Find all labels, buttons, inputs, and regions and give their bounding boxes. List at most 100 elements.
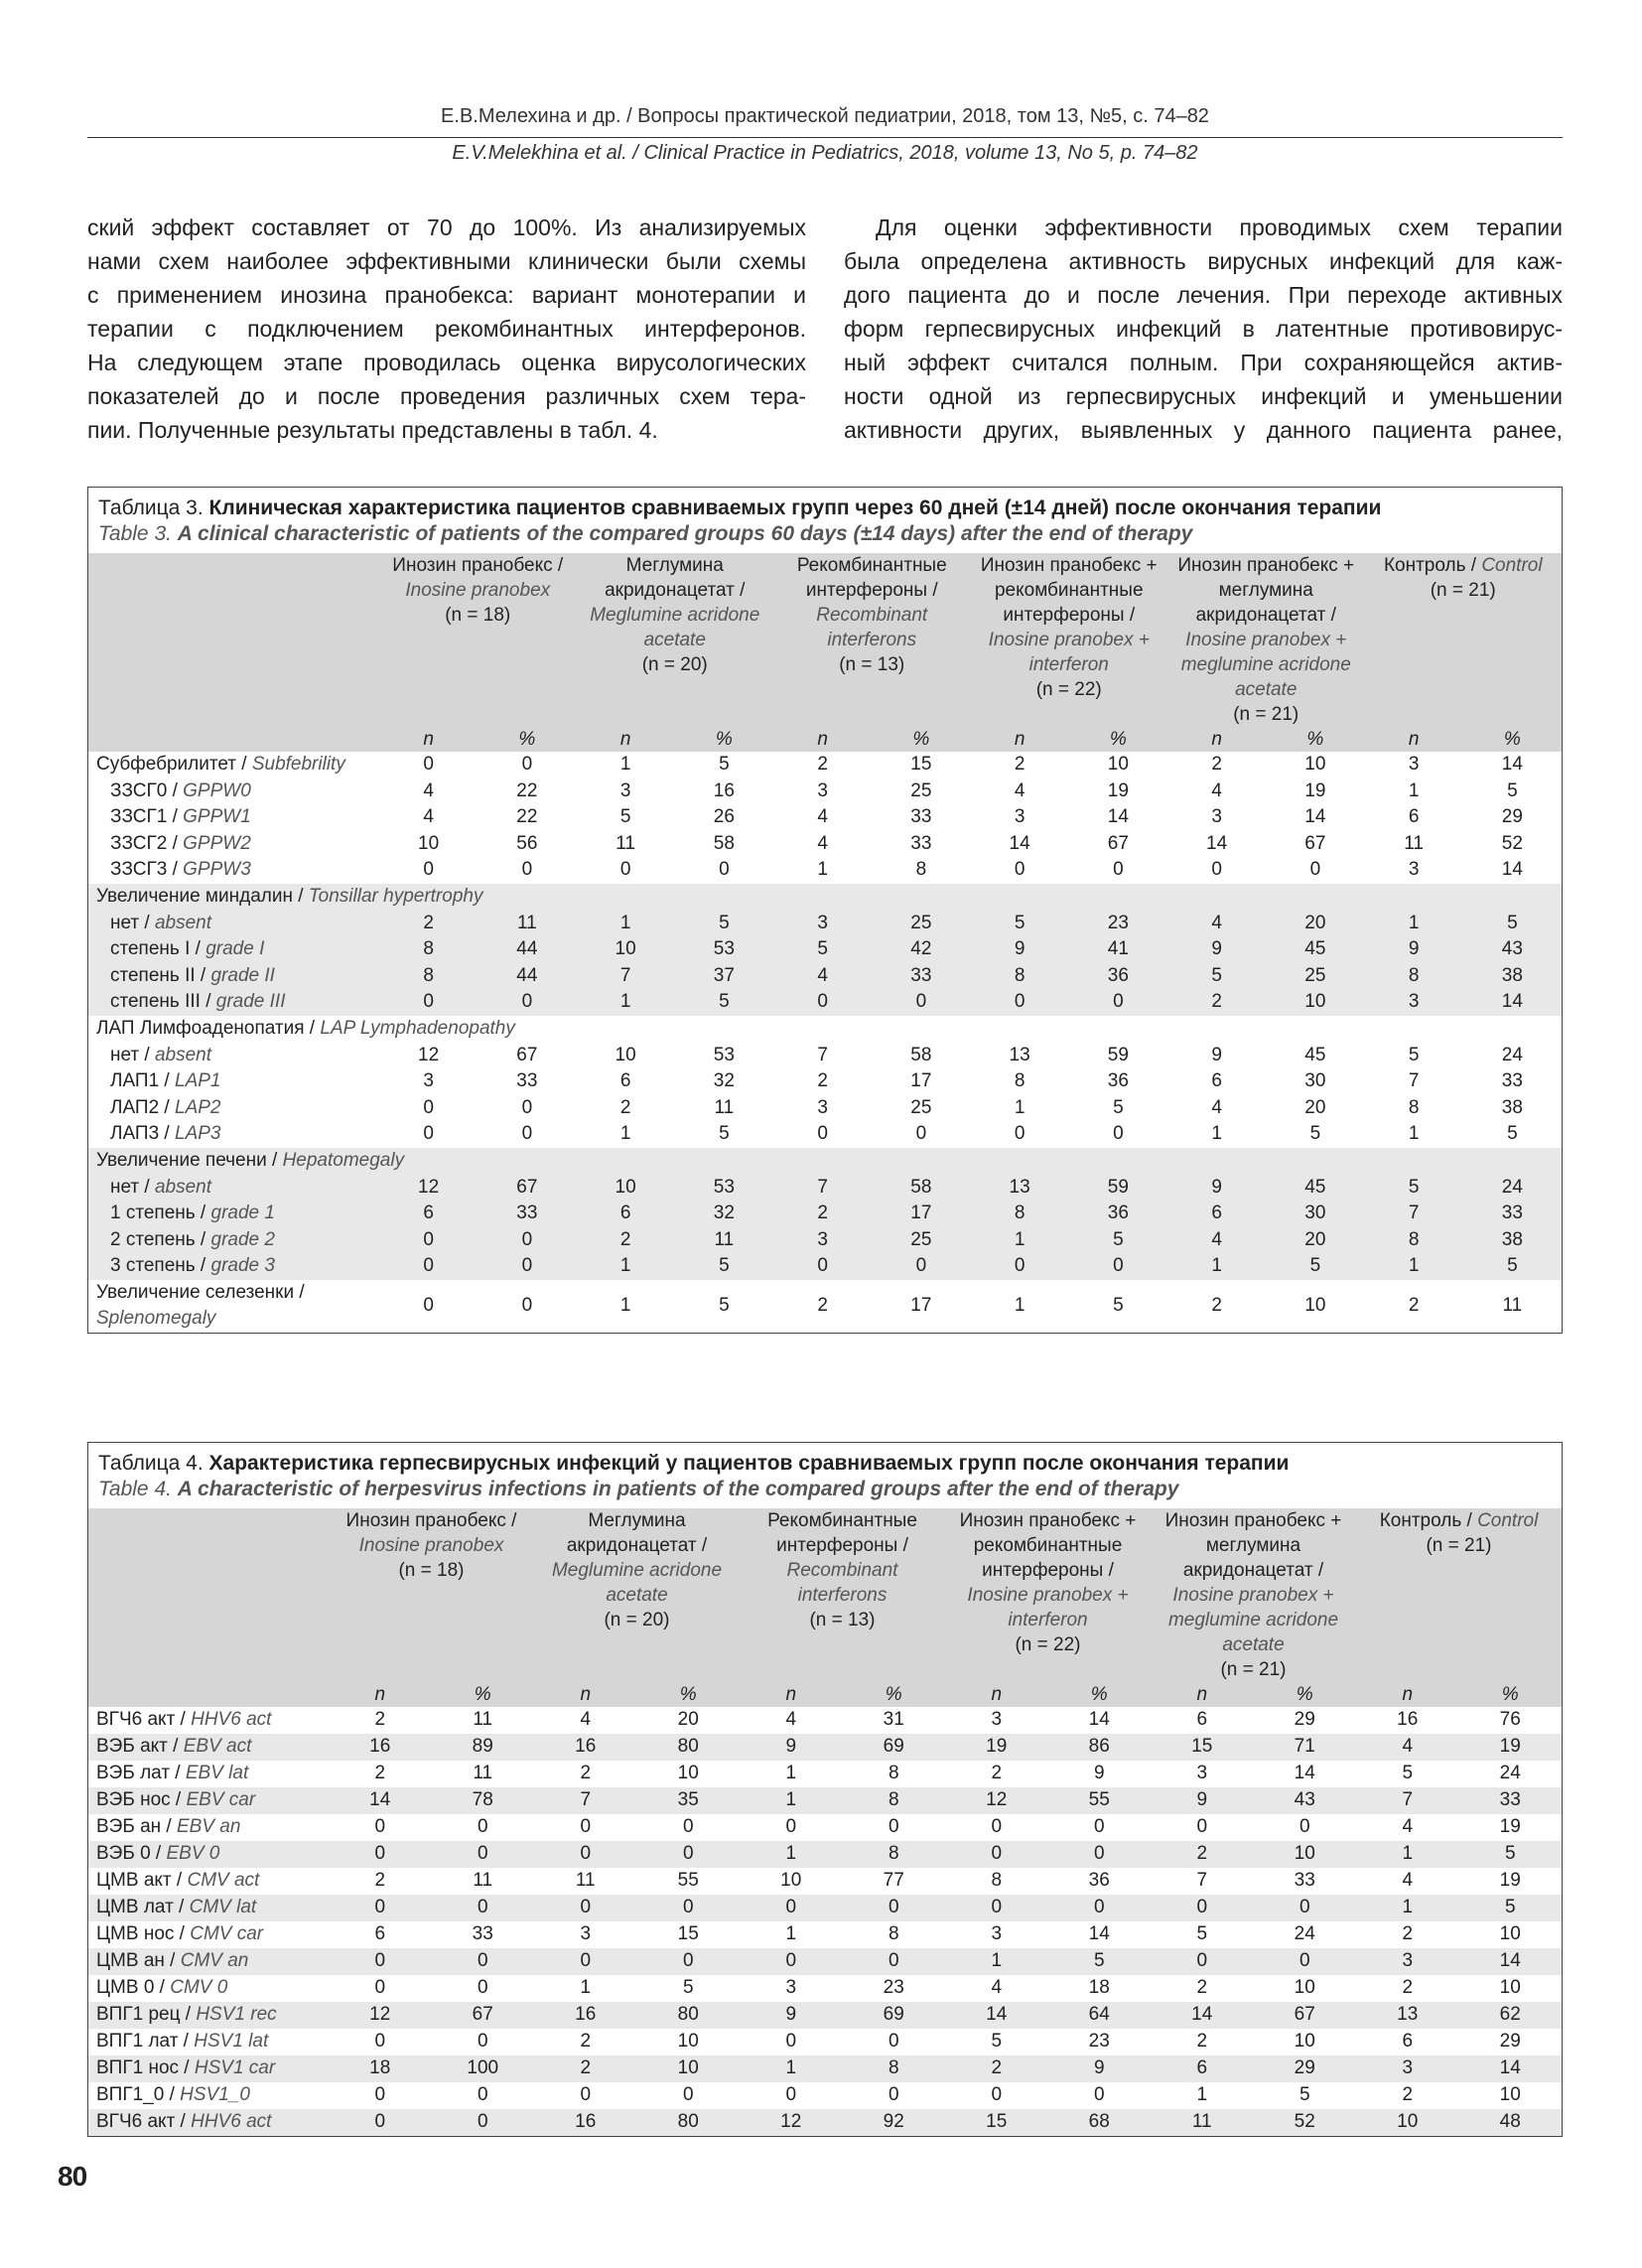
row-label-ru: ЛАП Лимфоаденопатия / bbox=[96, 1017, 316, 1039]
cell-value: 77 bbox=[883, 1870, 904, 1892]
cell-value: 0 bbox=[1113, 859, 1124, 881]
text-line: ский эффект составляет от 70 до 100%. Из… bbox=[87, 214, 806, 240]
cell-value: 0 bbox=[423, 1295, 434, 1317]
cell-value: 3 bbox=[580, 1923, 592, 1945]
row-label: ВПГ1 лат / HSV1 lat bbox=[88, 2029, 329, 2055]
caption-ru: Таблица 3. Клиническая характеристика па… bbox=[98, 496, 1552, 521]
cell-value: 33 bbox=[1501, 1070, 1523, 1092]
group-header: Контроль / Control (n = 21) bbox=[1356, 1508, 1562, 1682]
row-label-ru: степень III / bbox=[110, 991, 211, 1013]
cell-value: 2 bbox=[1402, 1923, 1414, 1945]
group-header: Рекомбинантные интерфероны / Recombinant… bbox=[773, 553, 971, 727]
cell-value: 1 bbox=[970, 1226, 1069, 1254]
row-label-ru: Увеличение миндалин / bbox=[96, 886, 304, 908]
cell-value: 2 bbox=[773, 1201, 873, 1227]
row-label: ЦМВ нос / CMV car bbox=[88, 1921, 329, 1948]
row-label-ru: Увеличение селезенки / bbox=[96, 1281, 305, 1303]
row-label-en: absent bbox=[154, 912, 212, 933]
cell-value: 10 bbox=[1294, 2031, 1315, 2053]
cell-value: 41 bbox=[1068, 936, 1167, 963]
cell-value: 11 bbox=[473, 1763, 493, 1784]
table-row: ВЭБ ан / EBV an 0 0 0 0 0 0 0 0 0 0 4 19 bbox=[88, 1814, 1562, 1841]
cell-value: 0 bbox=[842, 1895, 945, 1921]
cell-value: 15 bbox=[677, 1923, 699, 1945]
data-table: Инозин пранобекс / Inosine pranobex (n = … bbox=[88, 1508, 1562, 2136]
cell-value: 24 bbox=[1294, 1923, 1315, 1945]
cell-value: 33 bbox=[472, 1923, 493, 1945]
cell-value: 0 bbox=[1068, 989, 1167, 1016]
table-4: Таблица 4. Характеристика герпесвирусных… bbox=[87, 1442, 1563, 2137]
row-label-ru: ЦМВ ан / bbox=[96, 1950, 176, 1972]
row-label-en: Hepatomegaly bbox=[282, 1149, 405, 1171]
cell-value: 6 bbox=[1211, 1070, 1222, 1092]
cell-value: 36 bbox=[1068, 1201, 1167, 1227]
cell-value: 8 bbox=[888, 1923, 899, 1945]
cell-value: 35 bbox=[636, 1787, 740, 1814]
table-row: нет / absent 12 67 10 53 7 58 13 59 9 45 5 24 bbox=[88, 1043, 1562, 1069]
text-line: с применением инозина пранобекса: вариан… bbox=[87, 282, 806, 308]
group-ru: Рекомбинантные интерфероны / bbox=[796, 555, 947, 601]
cell-value: 0 bbox=[423, 859, 434, 881]
cell-value: 3 bbox=[785, 1977, 797, 1999]
cell-value: 2 bbox=[1167, 989, 1267, 1016]
cell-value: 11 bbox=[575, 1870, 596, 1892]
group-header: Инозин пранобекс + меглумина акридонацет… bbox=[1167, 553, 1365, 727]
row-label-ru: ВГЧ6 акт / bbox=[96, 1709, 186, 1731]
cell-value: 4 bbox=[1211, 1096, 1222, 1118]
cell-value: 14 bbox=[1088, 1709, 1110, 1731]
row-label: нет / absent bbox=[88, 1174, 379, 1202]
cell-value: 29 bbox=[1501, 806, 1523, 828]
subheader: % bbox=[1047, 1682, 1151, 1707]
cell-value: 10 bbox=[1294, 1977, 1315, 1999]
cell-value: 4 bbox=[785, 1709, 797, 1731]
cell-value: 10 bbox=[1356, 2109, 1459, 2136]
subheader: % bbox=[478, 727, 577, 752]
cell-value: 0 bbox=[1014, 1123, 1026, 1145]
cell-value: 7 bbox=[1196, 1870, 1208, 1892]
cell-value: 20 bbox=[1266, 910, 1365, 937]
cell-value: 14 bbox=[1458, 2055, 1562, 2082]
cell-value: 12 bbox=[945, 1787, 1048, 1814]
cell-value: 0 bbox=[1253, 1948, 1356, 1975]
cell-value: 25 bbox=[872, 910, 971, 937]
cell-value: 2 bbox=[817, 1070, 828, 1092]
subheader: n bbox=[740, 1682, 843, 1707]
cell-value: 16 bbox=[329, 1734, 432, 1761]
cell-value: 1 bbox=[1364, 1253, 1463, 1280]
cell-value: 14 bbox=[1304, 806, 1326, 828]
group-ru: Рекомбинантные интерфероны / bbox=[767, 1510, 917, 1556]
cell-value: 8 bbox=[1364, 1226, 1463, 1254]
cell-value: 4 bbox=[1014, 780, 1026, 801]
subheader: % bbox=[842, 1682, 945, 1707]
row-label: ЦМВ ан / CMV an bbox=[88, 1948, 329, 1975]
row-label: 2 степень / grade 2 bbox=[88, 1226, 379, 1254]
cell-value: 55 bbox=[1047, 1787, 1151, 1814]
table-row: ЦМВ нос / CMV car 6 33 3 15 1 8 3 14 5 24 2 10 bbox=[88, 1921, 1562, 1948]
row-label: ЦМВ акт / CMV act bbox=[88, 1868, 329, 1895]
cell-value: 13 bbox=[1356, 2002, 1459, 2029]
table-row: нет / absent 12 67 10 53 7 58 13 59 9 45 5 24 bbox=[88, 1174, 1562, 1202]
cell-value: 33 bbox=[872, 962, 971, 990]
table-caption: Таблица 4. Характеристика герпесвирусных… bbox=[88, 1443, 1562, 1508]
data-table: Инозин пранобекс / Inosine pranobex (n = … bbox=[88, 553, 1562, 1333]
cell-value: 9 bbox=[1167, 936, 1267, 963]
header-row: Инозин пранобекс / Inosine pranobex (n = … bbox=[88, 553, 1562, 727]
cell-value: 12 bbox=[379, 1174, 479, 1202]
subheader: n bbox=[773, 727, 873, 752]
cell-value: 14 bbox=[1458, 1948, 1562, 1975]
cell-value: 19 bbox=[1304, 780, 1326, 801]
cell-value: 0 bbox=[1253, 1895, 1356, 1921]
row-label-en: Splenomegaly bbox=[96, 1308, 216, 1330]
table-row: степень III / grade III 0 0 1 5 0 0 0 0 2 10 3 14 bbox=[88, 989, 1562, 1016]
cell-value: 0 bbox=[431, 2109, 534, 2136]
cell-value: 10 bbox=[780, 1870, 802, 1892]
row-label-en: grade 3 bbox=[210, 1255, 275, 1277]
cell-value: 3 bbox=[619, 780, 631, 801]
cell-value: 0 bbox=[945, 1895, 1048, 1921]
cell-value: 9 bbox=[970, 936, 1069, 963]
table-row: ВПГ1 лат / HSV1 lat 0 0 2 10 0 0 5 23 2 10 6 29 bbox=[88, 2029, 1562, 2055]
group-ru: Контроль / bbox=[1379, 1510, 1472, 1531]
group-header: Рекомбинантные интерфероны / Recombinant… bbox=[740, 1508, 945, 1682]
cell-value: 1 bbox=[1196, 2084, 1208, 2106]
